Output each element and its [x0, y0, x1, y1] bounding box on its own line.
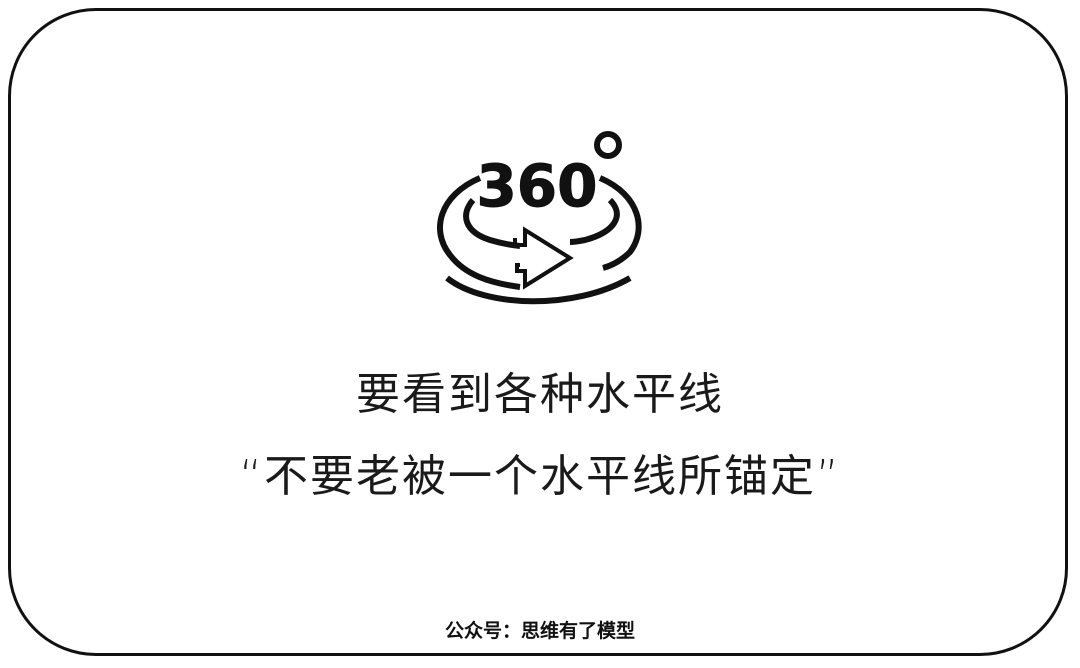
inner-ring-left — [463, 198, 521, 249]
outer-ring-right — [598, 175, 642, 271]
quote-text: “不要老被一个水平线所锚定” — [239, 451, 841, 502]
headline-text: 要看到各种水平线 — [356, 369, 724, 420]
bottom-arc — [445, 275, 632, 305]
outer-ring-left — [437, 175, 521, 290]
degree-circle — [594, 131, 622, 159]
inner-ring-right — [569, 197, 620, 245]
card-frame — [8, 8, 1068, 656]
footer-credit: 公众号：思维有了模型 — [444, 620, 635, 642]
icon-label: 360 — [476, 152, 597, 220]
rotate-360-icon: 360 — [425, 120, 655, 320]
arrow-shape — [513, 226, 574, 290]
